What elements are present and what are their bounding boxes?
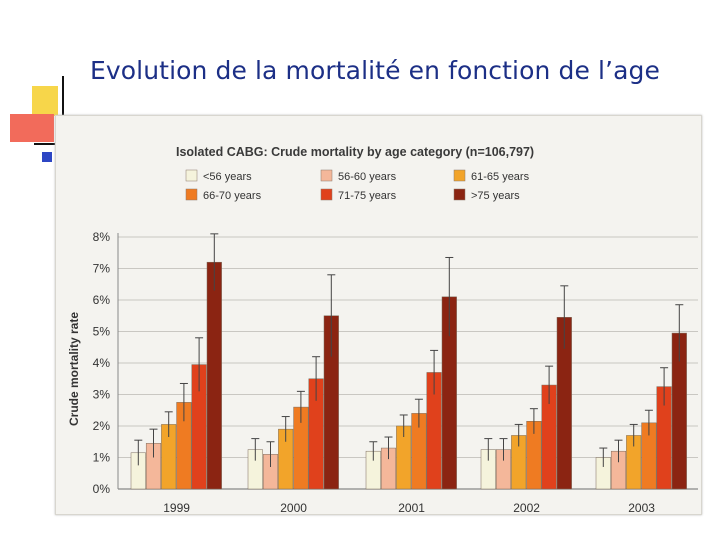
- y-tick-label: 0%: [93, 482, 111, 496]
- x-tick-label: 1999: [163, 501, 190, 514]
- legend-label: 61-65 years: [471, 171, 530, 183]
- chart-legend: <56 years 56-60 years 61-65 years 66-70 yea…: [185, 169, 530, 202]
- chart-title: Isolated CABG: Crude mortality by age ca…: [176, 145, 534, 159]
- x-axis-ticks: 1999 2000 2001 2002 2003: [163, 501, 655, 514]
- legend-swatch: [320, 188, 333, 201]
- slide-title: Evolution de la mortalité en fonction de…: [90, 56, 660, 85]
- legend-label: <56 years: [203, 171, 252, 183]
- legend-label: 66-70 years: [203, 190, 262, 202]
- slide-decoration-horizontal-line: [34, 143, 70, 145]
- legend-label: 71-75 years: [338, 190, 397, 202]
- x-tick-label: 2003: [628, 501, 655, 514]
- y-tick-label: 1%: [93, 451, 111, 465]
- slide-decoration-vertical-line: [62, 76, 64, 138]
- x-tick-label: 2001: [398, 501, 425, 514]
- slide-decoration-red-square: [10, 114, 54, 142]
- y-tick-label: 5%: [93, 325, 111, 339]
- legend-swatch: [453, 188, 466, 201]
- y-tick-label: 7%: [93, 262, 111, 276]
- chart-figure: Isolated CABG: Crude mortality by age ca…: [55, 115, 702, 515]
- y-axis-label: Crude mortality rate: [67, 312, 81, 426]
- legend-label: 56-60 years: [338, 171, 397, 183]
- y-axis-ticks: 0% 1% 2% 3% 4% 5% 6% 7% 8%: [93, 230, 111, 496]
- y-tick-label: 4%: [93, 356, 111, 370]
- y-tick-label: 6%: [93, 293, 111, 307]
- chart-bars: [130, 261, 687, 490]
- x-tick-label: 2002: [513, 501, 540, 514]
- slide-decoration-yellow-square: [32, 86, 58, 116]
- slide-decoration-blue-square: [42, 152, 52, 162]
- legend-swatch: [453, 169, 466, 182]
- legend-swatch: [185, 169, 198, 182]
- legend-swatch: [320, 169, 333, 182]
- legend-swatch: [185, 188, 198, 201]
- y-tick-label: 3%: [93, 388, 111, 402]
- bar-chart: Isolated CABG: Crude mortality by age ca…: [67, 145, 698, 514]
- y-tick-label: 8%: [93, 230, 111, 244]
- bar: [206, 261, 222, 490]
- legend-label: >75 years: [471, 190, 520, 202]
- y-tick-label: 2%: [93, 419, 111, 433]
- x-tick-label: 2000: [280, 501, 307, 514]
- chart-error-bars: [134, 233, 684, 467]
